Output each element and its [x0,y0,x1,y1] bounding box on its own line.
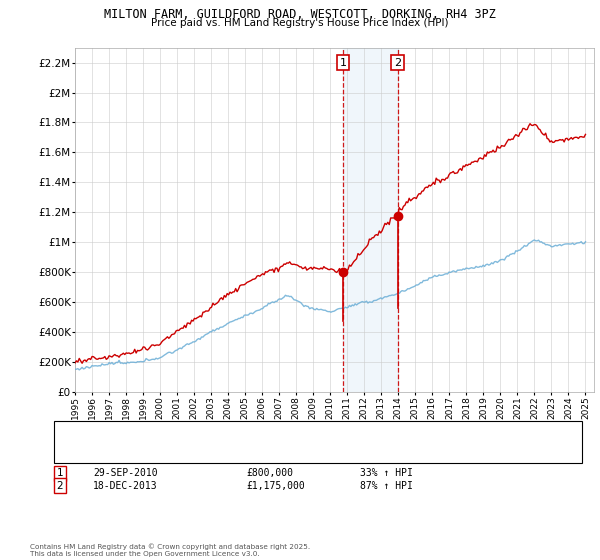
Text: —: — [69,438,83,452]
Text: 33% ↑ HPI: 33% ↑ HPI [360,468,413,478]
Text: —: — [69,447,83,460]
Text: 2: 2 [394,58,401,68]
Text: 1: 1 [340,58,347,68]
Text: £1,175,000: £1,175,000 [246,480,305,491]
Text: MILTON FARM, GUILDFORD ROAD, WESTCOTT, DORKING, RH4 3PZ (detached house): MILTON FARM, GUILDFORD ROAD, WESTCOTT, D… [87,441,465,450]
Text: Price paid vs. HM Land Registry's House Price Index (HPI): Price paid vs. HM Land Registry's House … [151,18,449,29]
Text: 87% ↑ HPI: 87% ↑ HPI [360,480,413,491]
Text: 29-SEP-2010: 29-SEP-2010 [93,468,158,478]
Bar [343,48,398,392]
Text: 2: 2 [56,480,64,491]
Text: 18-DEC-2013: 18-DEC-2013 [93,480,158,491]
Text: 1: 1 [56,468,64,478]
Text: HPI: Average price, detached house, Mole Valley: HPI: Average price, detached house, Mole… [87,449,334,458]
Text: Contains HM Land Registry data © Crown copyright and database right 2025.
This d: Contains HM Land Registry data © Crown c… [30,544,310,557]
Text: £800,000: £800,000 [246,468,293,478]
Text: MILTON FARM, GUILDFORD ROAD, WESTCOTT, DORKING, RH4 3PZ: MILTON FARM, GUILDFORD ROAD, WESTCOTT, D… [104,8,496,21]
